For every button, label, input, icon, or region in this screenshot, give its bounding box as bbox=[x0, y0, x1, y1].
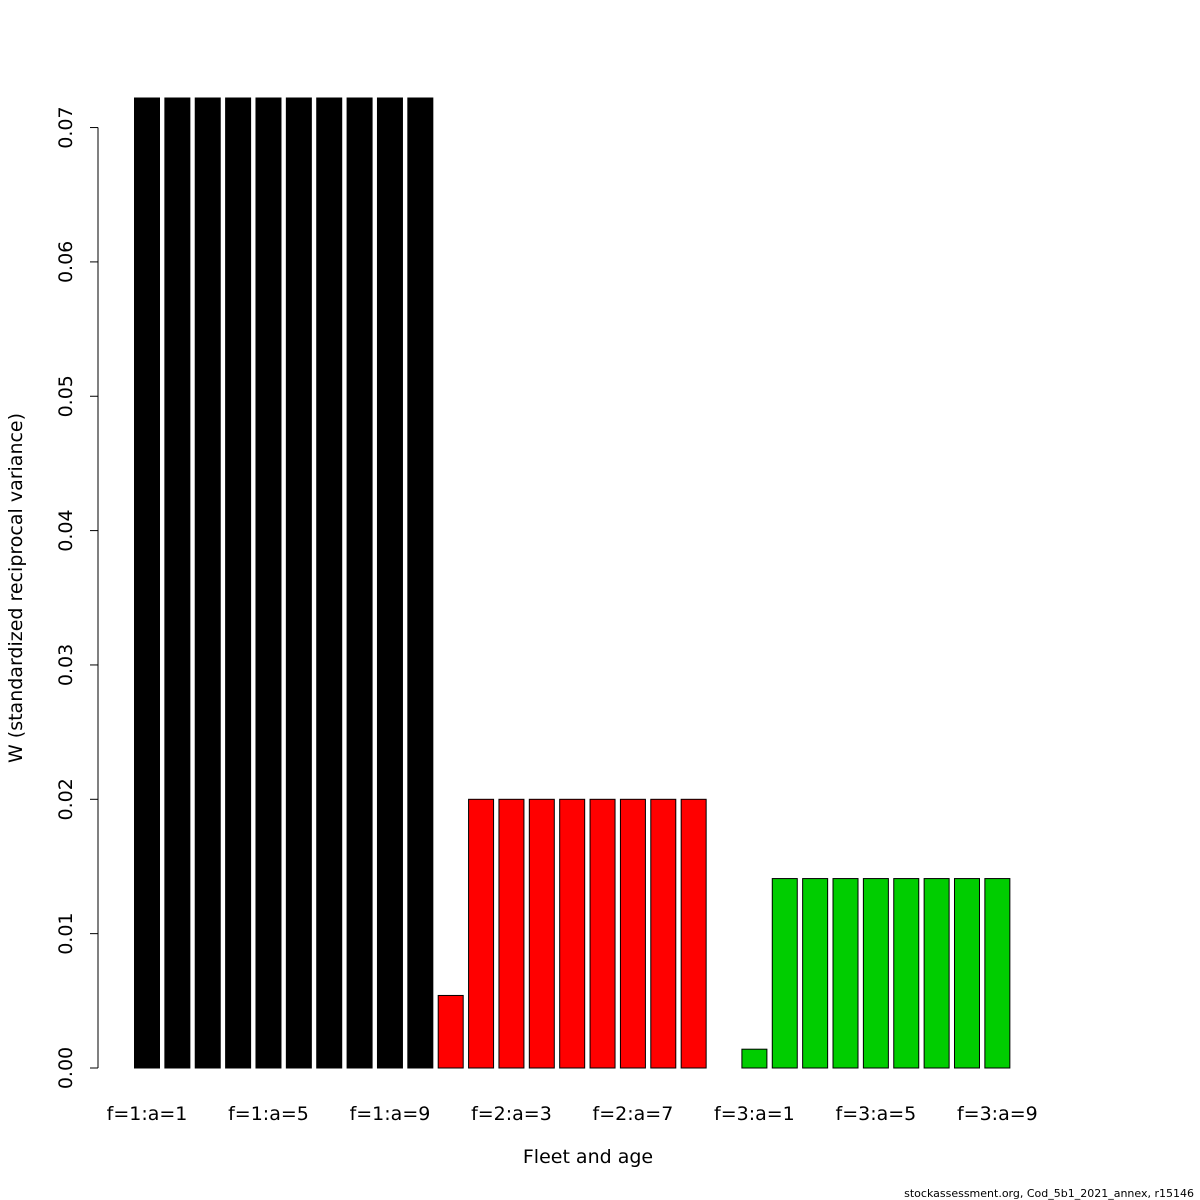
x-axis-label: Fleet and age bbox=[523, 1146, 653, 1168]
bar bbox=[164, 97, 191, 1069]
bar bbox=[953, 878, 980, 1069]
x-tick-label: f=2:a=3 bbox=[471, 1103, 552, 1125]
bar bbox=[528, 798, 555, 1069]
bar bbox=[376, 97, 403, 1069]
y-tick-label: 0.00 bbox=[55, 1047, 77, 1089]
y-tick-label: 0.07 bbox=[55, 106, 77, 148]
y-tick-label: 0.04 bbox=[55, 509, 77, 551]
y-tick-label: 0.06 bbox=[55, 241, 77, 283]
bar bbox=[316, 97, 343, 1069]
x-tick-label: f=1:a=1 bbox=[107, 1103, 188, 1125]
y-axis-label: W (standardized reciprocal variance) bbox=[5, 413, 27, 763]
bar bbox=[346, 97, 373, 1069]
bar bbox=[559, 798, 586, 1069]
bar bbox=[802, 878, 829, 1069]
x-tick-label: f=3:a=9 bbox=[957, 1103, 1038, 1125]
y-tick-label: 0.02 bbox=[55, 778, 77, 820]
y-tick-label: 0.01 bbox=[55, 912, 77, 954]
bar bbox=[862, 878, 889, 1069]
bar bbox=[893, 878, 920, 1069]
bar bbox=[468, 798, 495, 1069]
x-tick-label: f=3:a=1 bbox=[714, 1103, 795, 1125]
x-tick-label: f=1:a=9 bbox=[350, 1103, 431, 1125]
y-tick-label: 0.03 bbox=[55, 644, 77, 686]
x-tick-label: f=2:a=7 bbox=[593, 1103, 674, 1125]
bar bbox=[923, 878, 950, 1069]
bar bbox=[741, 1048, 768, 1069]
bar bbox=[984, 878, 1011, 1069]
bar bbox=[680, 798, 707, 1069]
bar bbox=[650, 798, 677, 1069]
bar bbox=[225, 97, 252, 1069]
y-tick-label: 0.05 bbox=[55, 375, 77, 417]
bar bbox=[437, 994, 464, 1069]
bar bbox=[498, 798, 525, 1069]
bar bbox=[619, 798, 646, 1069]
bar bbox=[285, 97, 312, 1069]
bar bbox=[771, 878, 798, 1069]
footnote: stockassessment.org, Cod_5b1_2021_annex,… bbox=[904, 1187, 1194, 1200]
bar bbox=[194, 97, 221, 1069]
x-tick-label: f=1:a=5 bbox=[228, 1103, 309, 1125]
bar bbox=[407, 97, 434, 1069]
bar bbox=[255, 97, 282, 1069]
bar bbox=[589, 798, 616, 1069]
x-tick-label: f=3:a=5 bbox=[836, 1103, 917, 1125]
bar bbox=[832, 878, 859, 1069]
bar bbox=[134, 97, 160, 1069]
